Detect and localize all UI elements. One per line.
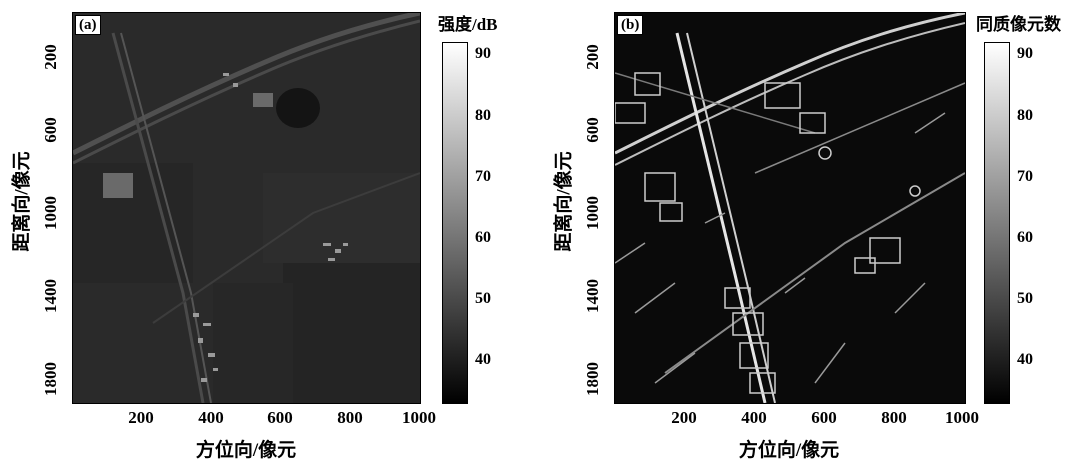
colorbar-tick: 50 bbox=[1017, 290, 1033, 307]
x-tick: 1000 bbox=[945, 408, 979, 427]
x-tick: 200 bbox=[671, 408, 697, 427]
y-tick: 1800 bbox=[583, 362, 602, 396]
x-tick: 800 bbox=[881, 408, 907, 427]
colorbar-title: 同质像元数 bbox=[976, 15, 1061, 34]
x-tick: 600 bbox=[811, 408, 837, 427]
colorbar-tick: 80 bbox=[475, 107, 491, 124]
x-tick: 200 bbox=[128, 408, 154, 427]
homogeneous-pixel-count-image: (b) bbox=[614, 12, 966, 404]
x-axis-label: 方位向/像元 bbox=[195, 440, 297, 461]
colorbar bbox=[442, 42, 468, 404]
x-tick: 800 bbox=[337, 408, 363, 427]
colorbar-tick: 60 bbox=[475, 229, 491, 246]
x-tick: 600 bbox=[267, 408, 293, 427]
colorbar-title: 强度/dB bbox=[438, 15, 498, 34]
y-tick: 200 bbox=[583, 44, 602, 70]
x-axis-label: 方位向/像元 bbox=[738, 440, 840, 461]
x-tick: 400 bbox=[198, 408, 224, 427]
colorbar-tick: 90 bbox=[1017, 45, 1033, 62]
y-axis-label: 距离向/像元 bbox=[553, 151, 575, 252]
colorbar-tick: 60 bbox=[1017, 229, 1033, 246]
panel-label: (a) bbox=[75, 15, 101, 35]
colorbar-tick: 70 bbox=[1017, 168, 1033, 185]
x-tick: 1000 bbox=[402, 408, 436, 427]
x-tick: 400 bbox=[741, 408, 767, 427]
y-tick: 1000 bbox=[583, 196, 602, 230]
panel-label: (b) bbox=[617, 15, 644, 35]
y-tick: 600 bbox=[583, 117, 602, 143]
colorbar-tick: 40 bbox=[1017, 351, 1033, 368]
colorbar-tick: 80 bbox=[1017, 107, 1033, 124]
colorbar-tick: 40 bbox=[475, 351, 491, 368]
colorbar-tick: 70 bbox=[475, 168, 491, 185]
colorbar-tick: 50 bbox=[475, 290, 491, 307]
colorbar-tick: 90 bbox=[475, 45, 491, 62]
sar-intensity-image: (a) bbox=[72, 12, 421, 404]
y-tick: 1400 bbox=[583, 279, 602, 313]
colorbar bbox=[984, 42, 1010, 404]
